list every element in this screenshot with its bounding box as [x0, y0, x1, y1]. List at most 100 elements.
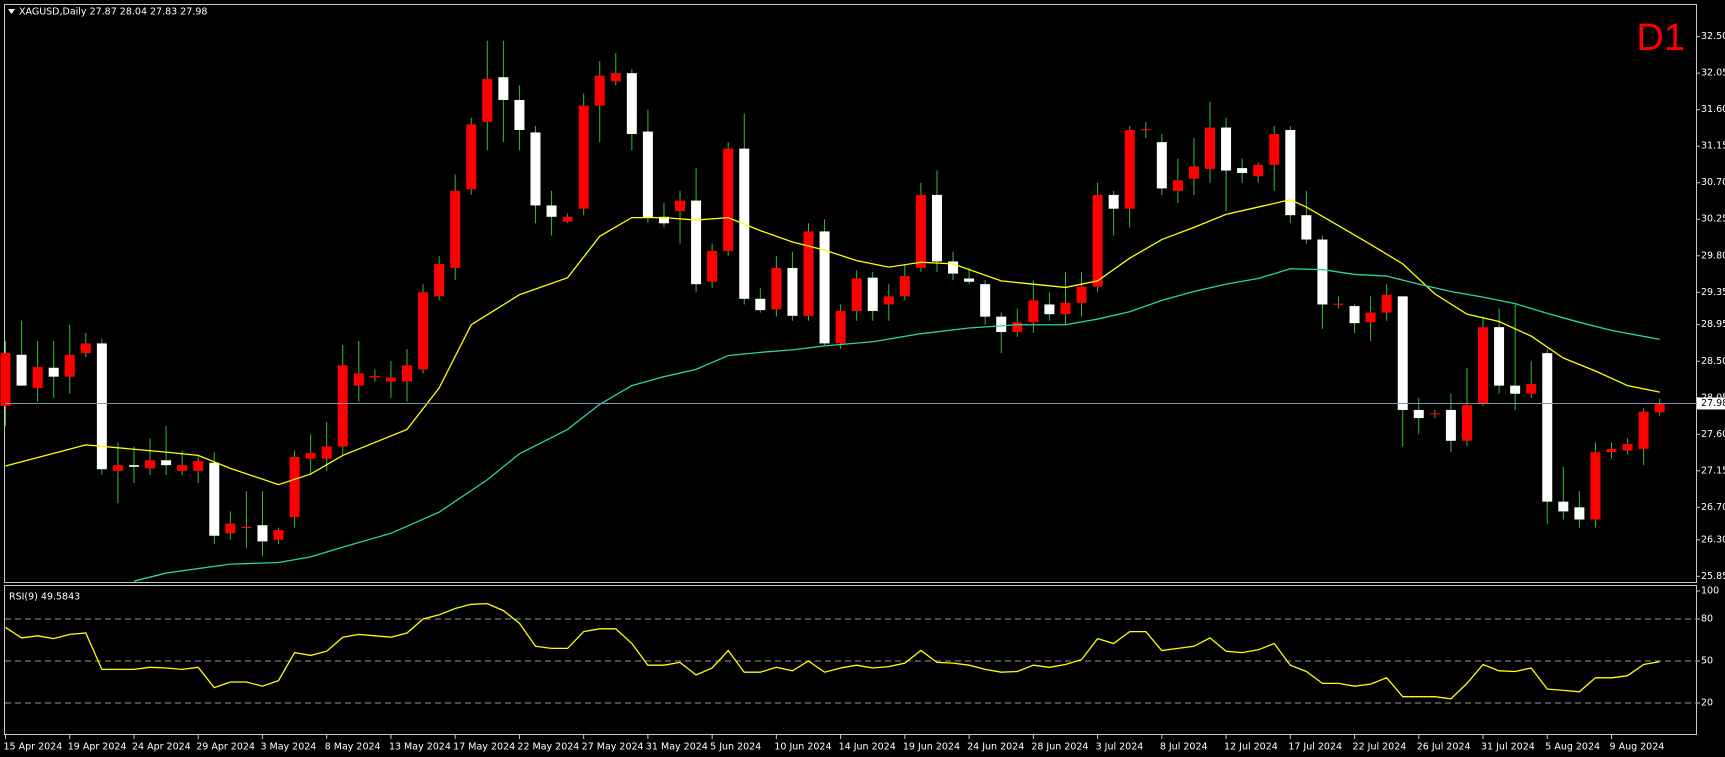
candle-body [723, 148, 734, 251]
y-tick-label: 30.70 [1701, 177, 1725, 188]
candle-body [546, 205, 557, 217]
candle-body [915, 194, 926, 268]
candle-body [1365, 312, 1376, 323]
candle-body [899, 276, 910, 297]
candle-body [610, 73, 621, 82]
candle-body [1253, 164, 1264, 177]
x-tick-label: 19 Apr 2024 [68, 742, 127, 753]
main-panel-frame [4, 4, 1697, 583]
candle-body [931, 194, 942, 262]
symbol-menu-arrow[interactable] [8, 9, 15, 14]
candle-body [1060, 302, 1071, 315]
x-tick-label: 17 Jul 2024 [1288, 742, 1342, 753]
candle-body [691, 200, 702, 285]
y-tick-label: 32.50 [1701, 31, 1725, 42]
x-tick-label: 3 Jul 2024 [1096, 742, 1144, 753]
candle-body [1526, 383, 1537, 394]
candle-body [353, 373, 364, 386]
x-tick-label: 29 Apr 2024 [196, 742, 255, 753]
candle-body [305, 452, 316, 459]
candle-body [209, 462, 220, 536]
x-tick-label: 28 Jun 2024 [1031, 742, 1088, 753]
x-tick-label: 9 Aug 2024 [1610, 742, 1665, 753]
candle-body [1397, 296, 1408, 410]
last-price-label: 27.98 [1701, 398, 1725, 409]
x-tick-label: 5 Jun 2024 [710, 742, 761, 753]
candle-body [1172, 180, 1183, 191]
candle-body [771, 267, 782, 310]
candle-body [145, 460, 156, 469]
candle-body [1590, 452, 1601, 520]
candle-body [1461, 405, 1472, 441]
rsi-title: RSI(9) 49.5843 [9, 592, 80, 603]
y-tick-label: 25.85 [1701, 571, 1725, 582]
candle-body [257, 525, 268, 542]
candle-body [626, 73, 637, 135]
x-tick-label: 3 May 2024 [260, 742, 316, 753]
candle-body [755, 298, 766, 311]
candle-body [562, 216, 573, 222]
candle-body [1076, 286, 1087, 303]
x-tick-label: 27 May 2024 [582, 742, 644, 753]
candle-body [1381, 294, 1392, 313]
candle-body [16, 354, 27, 386]
y-tick-label: 31.15 [1701, 141, 1725, 152]
candle-body [980, 284, 991, 317]
candle-body [1542, 353, 1553, 502]
x-tick-label: 13 May 2024 [389, 742, 451, 753]
candle-body [996, 316, 1007, 333]
candle-body [883, 296, 894, 305]
candle-body [498, 77, 509, 100]
candle-body [1317, 239, 1328, 305]
candle-body [1301, 215, 1312, 240]
candle-body [434, 263, 445, 297]
rsi-panel-frame [4, 585, 1697, 735]
candle-body [1140, 129, 1151, 131]
candle-body [964, 278, 975, 282]
x-tick-label: 14 Jun 2024 [839, 742, 896, 753]
candle-body [1108, 194, 1119, 209]
candle-body [369, 375, 380, 378]
moving-average-line [133, 268, 1660, 582]
x-tick-label: 8 Jul 2024 [1160, 742, 1208, 753]
candle-body [675, 200, 686, 212]
candle-body [64, 354, 75, 377]
candle-body [1494, 327, 1505, 386]
candle-body [1333, 303, 1344, 305]
y-tick-label: 27.60 [1701, 429, 1725, 440]
candle-body [1510, 385, 1521, 394]
candle-body [594, 75, 605, 106]
candle-body [418, 292, 429, 370]
x-tick-label: 12 Jul 2024 [1224, 742, 1278, 753]
candle-body [1221, 127, 1232, 171]
x-tick-label: 15 Apr 2024 [4, 742, 63, 753]
candle-body [530, 132, 541, 206]
candle-body [482, 78, 493, 122]
candle-body [1349, 306, 1360, 324]
candle-body [161, 460, 172, 466]
y-tick-label: 28.95 [1701, 319, 1725, 330]
candle-body [112, 465, 123, 471]
candle-body [819, 231, 830, 344]
x-tick-label: 10 Jun 2024 [774, 742, 831, 753]
candle-body [787, 267, 798, 316]
candle-body [707, 250, 718, 282]
candle-body [1156, 142, 1167, 189]
candle-body [0, 353, 11, 406]
candle-body [835, 310, 846, 344]
candle-body [1188, 166, 1199, 179]
candle-body [514, 99, 525, 130]
candle-body [321, 446, 332, 459]
candle-body [1012, 322, 1023, 333]
candle-body [225, 523, 236, 534]
candle-body [1237, 168, 1248, 173]
x-tick-label: 31 Jul 2024 [1481, 742, 1535, 753]
candle-body [128, 465, 139, 467]
rsi-tick-label: 80 [1701, 614, 1713, 625]
candle-body [402, 365, 412, 382]
candle-body [80, 343, 91, 354]
x-tick-label: 22 Jul 2024 [1353, 742, 1407, 753]
candle-body [1205, 127, 1215, 169]
